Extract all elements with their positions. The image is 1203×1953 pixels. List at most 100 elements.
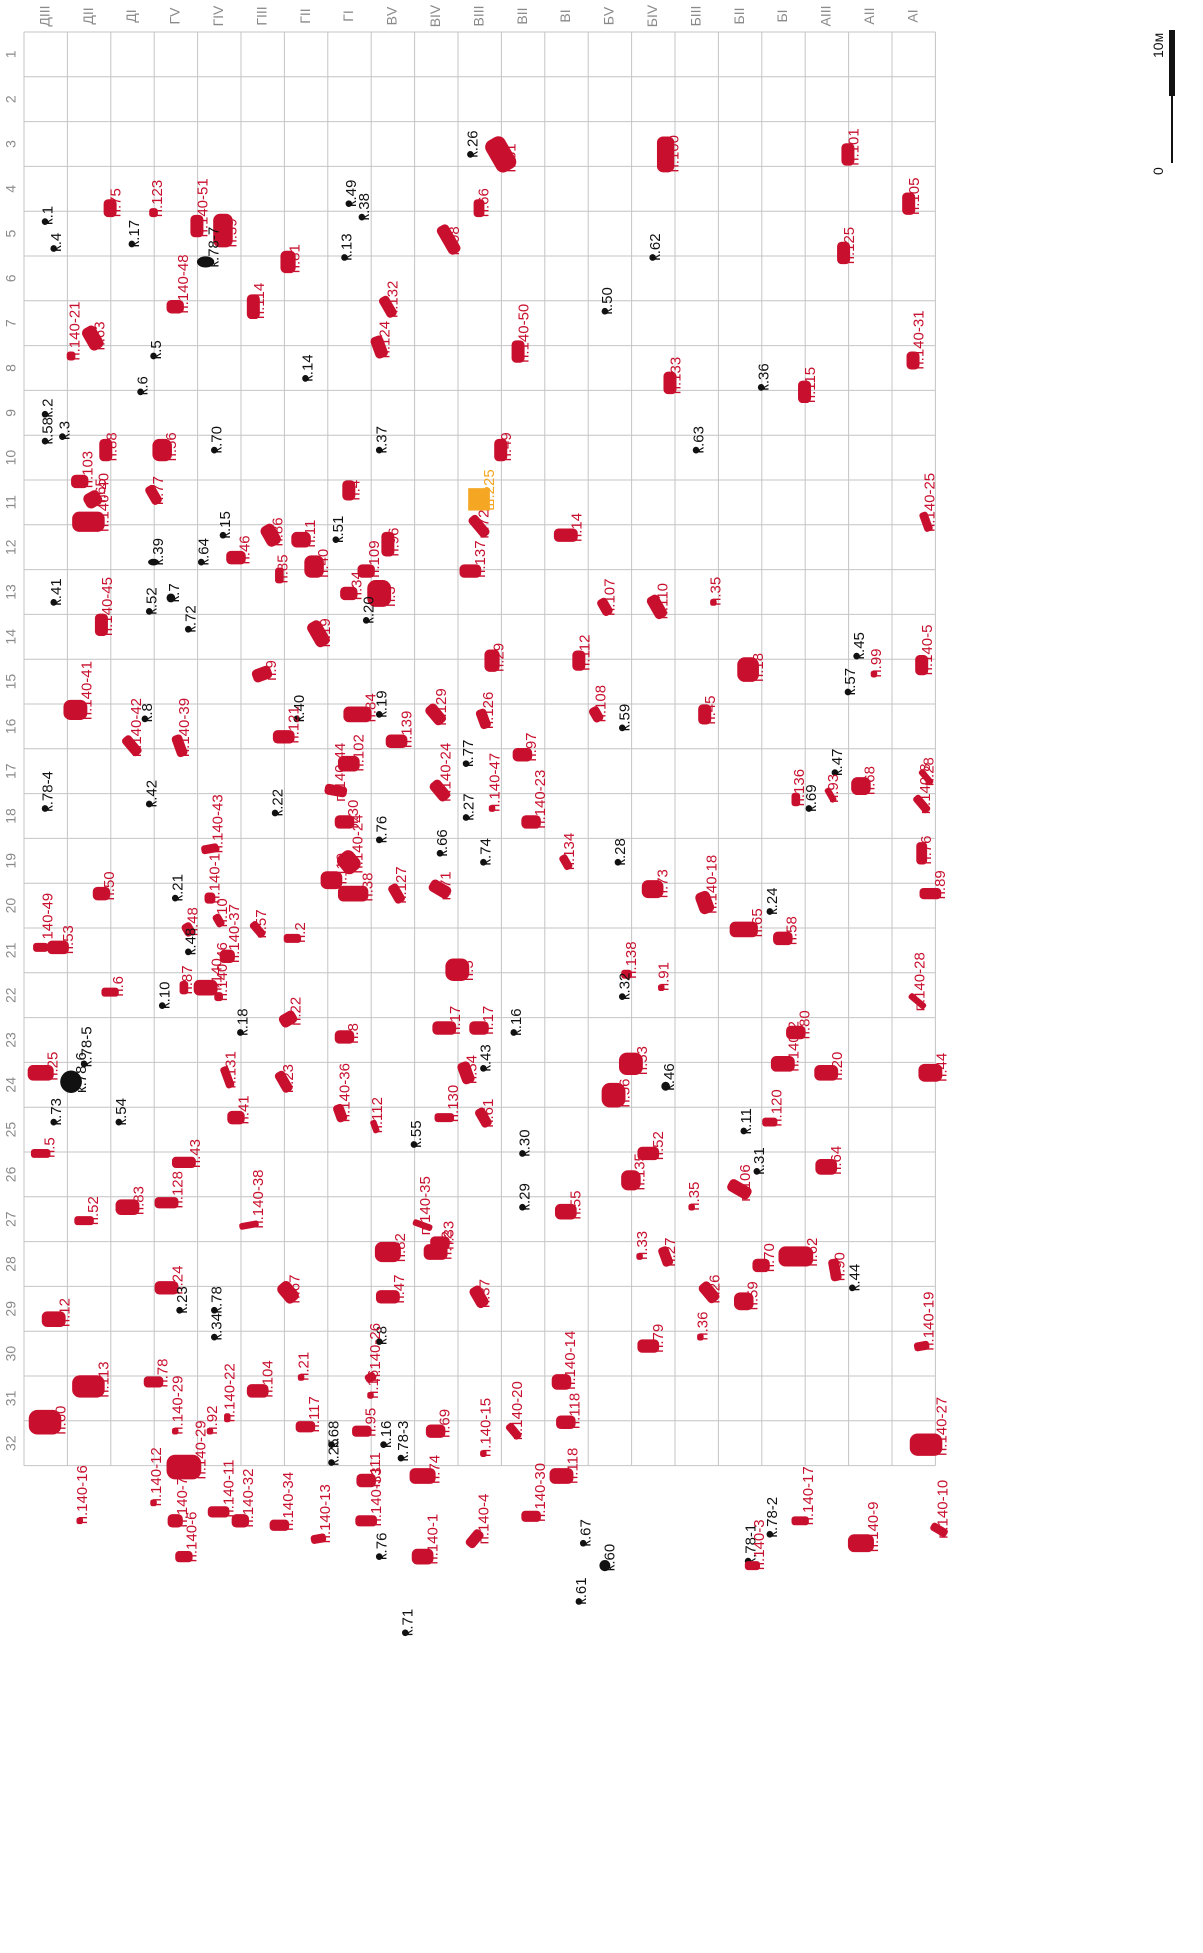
feature-pit[interactable]: п.127 [387,866,410,905]
feature-pit[interactable]: п.16 [365,1370,382,1399]
feature-pit[interactable]: п.110 [645,583,671,621]
feature-stake[interactable]: к.38 [356,193,373,221]
feature-stake[interactable]: к.28 [612,838,629,866]
feature-pit[interactable]: п.140-12 [148,1447,165,1507]
feature-pit[interactable]: п.140-44 [324,743,349,802]
feature-pit[interactable]: п.28 [918,757,938,786]
feature-pit[interactable]: п.140-27 [909,1397,951,1456]
feature-stake[interactable]: к.78-5 [78,1026,95,1068]
feature-pit[interactable]: п.124 [369,321,394,360]
feature-stake[interactable]: к.71 [399,1609,416,1637]
feature-pit[interactable]: п.140-10 [929,1480,951,1539]
feature-pit[interactable]: п.98 [435,223,463,257]
feature-pit[interactable]: п.68 [851,766,879,796]
feature-pit[interactable]: п.140-25 [919,473,939,533]
feature-pit[interactable]: п.70 [752,1243,778,1272]
feature-stake[interactable]: к.7 [166,583,183,603]
feature-pit[interactable]: п.62 [778,1238,821,1267]
feature-pit[interactable]: п.102 [337,734,368,772]
feature-pit[interactable]: п.36 [695,1311,712,1341]
feature-pit[interactable]: п.34 [340,571,366,601]
feature-stake[interactable]: к.78-4 [39,771,56,812]
feature-pit[interactable]: п.140-37 [219,904,243,964]
feature-pit[interactable]: п.118 [549,1448,582,1484]
feature-pit[interactable]: п.129 [423,688,450,727]
feature-pit[interactable]: п.10 [212,898,231,928]
feature-pit[interactable]: п.53 [618,1046,651,1076]
feature-stake[interactable]: к.77 [460,740,477,768]
feature-pit[interactable]: п.37 [468,1279,494,1310]
feature-pit[interactable]: п.77 [144,476,167,506]
feature-pit[interactable]: п.99 [868,648,885,677]
feature-pit[interactable]: п.140-2 [770,1021,803,1072]
feature-pit[interactable]: п.40 [304,549,332,578]
feature-pit[interactable]: п.38 [337,872,376,902]
feature-pit[interactable]: п.3 [367,580,399,607]
feature-pit[interactable]: п.140-18 [694,855,721,916]
feature-stake[interactable]: к.41 [48,578,65,606]
feature-stake[interactable]: к.34 [209,1313,226,1341]
feature-pit[interactable]: п.48 [180,907,202,938]
feature-pit[interactable]: п.65 [729,908,766,937]
feature-pit[interactable]: п.138 [621,941,640,979]
feature-pit[interactable]: п.140-51 [190,178,211,238]
feature-stake[interactable]: к.25 [326,1438,343,1466]
feature-stake[interactable]: к.47 [829,749,846,776]
feature-stake[interactable]: к.78 [209,1286,226,1314]
feature-pit[interactable]: п.64 [815,1146,845,1175]
feature-pit[interactable]: п.136 [791,769,808,807]
feature-stake[interactable]: к.76 [373,816,390,844]
feature-pit[interactable]: п.140-33 [355,1467,385,1526]
feature-pit[interactable]: п.140-13 [310,1484,334,1544]
feature-pit[interactable]: п.56 [601,1079,634,1108]
feature-pit[interactable]: п.140-49 [33,893,56,952]
feature-pit[interactable]: п.95 [352,1408,380,1437]
feature-pit[interactable]: п.14 [553,513,586,542]
feature-pit[interactable]: п.88 [99,432,120,462]
feature-pit[interactable]: п.140-9 [847,1502,882,1553]
feature-pit[interactable]: п.140-6 [175,1512,201,1563]
feature-stake[interactable]: к.48 [182,928,199,956]
feature-pit[interactable]: п.112 [369,1097,386,1134]
feature-pit[interactable]: п.140-34 [269,1472,298,1531]
feature-pit[interactable]: п.59 [733,1281,762,1311]
feature-pit[interactable]: п.90 [828,1252,849,1282]
feature-stake[interactable]: к.68 [326,1421,343,1448]
feature-pit[interactable]: п.140-15 [478,1398,495,1457]
feature-pit[interactable]: п.89 [919,870,950,900]
feature-pit[interactable]: п.140-40 [72,473,113,532]
feature-stake[interactable]: к.5 [148,340,165,360]
feature-stake[interactable]: к.26 [465,130,482,158]
feature-stake[interactable]: к.18 [235,1008,252,1036]
feature-pit[interactable]: п.80 [786,1010,814,1040]
feature-stake[interactable]: к.63 [690,426,707,454]
feature-stake[interactable]: к.36 [755,363,772,391]
feature-stake[interactable]: к.8 [373,1326,390,1345]
feature-stake[interactable]: к.59 [616,704,633,732]
feature-pit[interactable]: п.93 [824,774,842,804]
feature-stake[interactable]: к.78-7 [196,227,222,268]
feature-pit[interactable]: п.103 [71,451,96,489]
feature-pit[interactable]: п.30 [334,800,363,829]
feature-pit[interactable]: п.140-22 [222,1363,239,1423]
feature-pit[interactable]: п.113 [72,1361,113,1398]
feature-stake[interactable]: к.15 [217,511,234,539]
feature-stake[interactable]: к.4 [48,233,65,252]
feature-pit[interactable]: п.23 [273,1064,297,1094]
feature-pit[interactable]: п.135 [621,1153,649,1191]
feature-pit[interactable]: п.67 [275,1275,304,1306]
feature-pit[interactable]: п.134 [558,833,578,871]
feature-pit[interactable]: п.140-45 [94,577,116,636]
feature-stake[interactable]: к.42 [143,780,160,808]
feature-pit[interactable]: п.24 [154,1266,187,1295]
feature-pit[interactable]: п.140-47 [486,753,503,812]
feature-pit[interactable]: п.109 [357,540,383,578]
feature-ash[interactable]: ш.225 [468,469,498,511]
feature-pit[interactable]: п.81 [280,244,304,274]
feature-pit[interactable]: п.63 [80,321,108,352]
feature-pit[interactable]: п.140-23 [521,770,549,829]
feature-stake[interactable]: к.13 [339,233,356,261]
feature-stake[interactable]: к.16 [378,1421,395,1448]
feature-stake[interactable]: к.62 [647,233,664,261]
feature-pit[interactable]: п.105 [902,178,923,215]
